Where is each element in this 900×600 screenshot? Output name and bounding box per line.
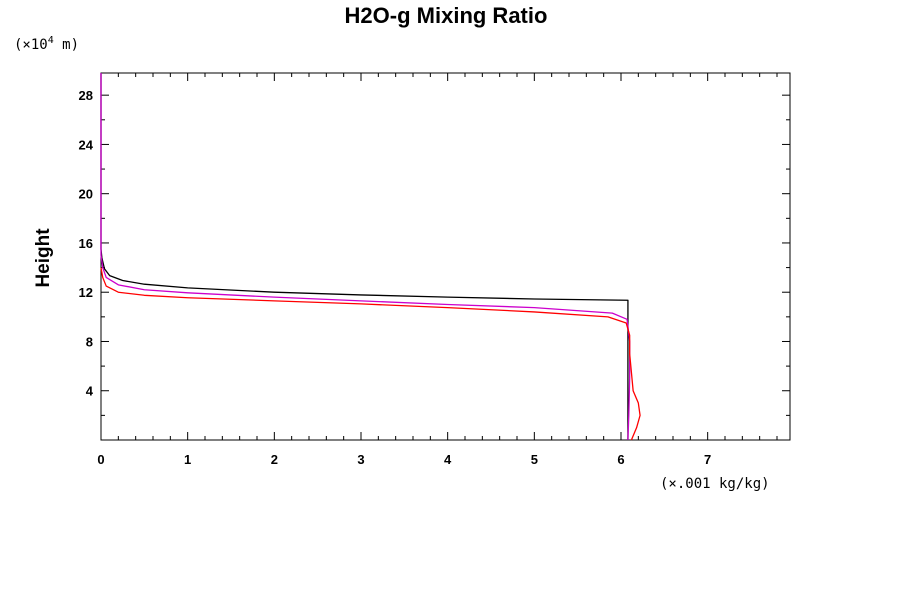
y-axis-unit: (×104 m) [14, 35, 79, 53]
x-tick-label: 5 [531, 452, 538, 467]
x-tick-label: 2 [271, 452, 278, 467]
x-axis-unit: (×.001 kg/kg) [660, 476, 770, 492]
y-tick-label: 28 [79, 88, 93, 103]
y-tick-label: 8 [86, 334, 93, 349]
series-layer [100, 73, 641, 441]
y-tick-label: 12 [79, 285, 93, 300]
y-tick-label: 16 [79, 236, 93, 251]
series-line-2 [100, 73, 631, 441]
y-tick-label: 4 [86, 384, 94, 399]
chart-title: H2O-g Mixing Ratio [345, 3, 548, 28]
y-tick-label: 20 [79, 187, 93, 202]
series-line-3 [100, 267, 641, 441]
x-tick-label: 0 [97, 452, 104, 467]
y-tick-label: 24 [79, 137, 94, 152]
x-tick-label: 3 [357, 452, 364, 467]
x-tick-label: 7 [704, 452, 711, 467]
x-tick-label: 6 [617, 452, 624, 467]
plot-frame [100, 72, 791, 441]
series-line-1 [100, 73, 629, 440]
x-tick-label: 1 [184, 452, 191, 467]
x-tick-label: 4 [444, 452, 452, 467]
y-axis-label: Height [33, 228, 54, 288]
